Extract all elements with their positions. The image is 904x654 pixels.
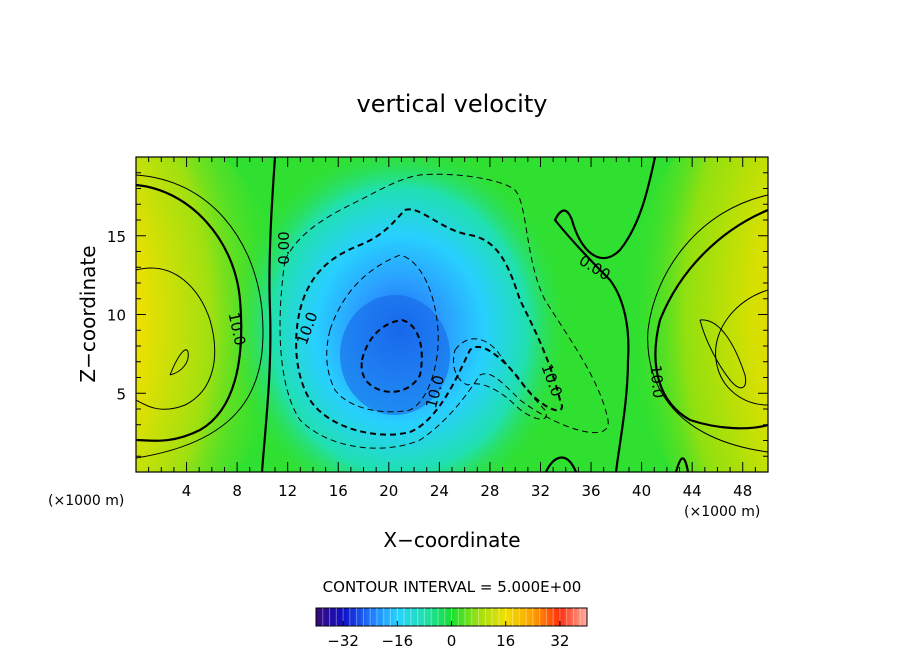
- x-axis-label: X−coordinate: [383, 528, 520, 552]
- x-tick-label: 4: [182, 482, 192, 500]
- colorbar-tick-label: 0: [447, 632, 457, 650]
- x-tick-label: 48: [733, 482, 752, 500]
- x-unit-right: (×1000 m): [684, 504, 760, 520]
- colorbar-tick-label: 16: [496, 632, 515, 650]
- x-tick-label: 28: [480, 482, 499, 500]
- contour-label: 0.00: [275, 231, 293, 264]
- x-tick-label: 8: [232, 482, 242, 500]
- x-unit-left: (×1000 m): [48, 493, 124, 509]
- colorbar-tick-label: −32: [327, 632, 359, 650]
- contour-interval-text: CONTOUR INTERVAL = 5.000E+00: [323, 578, 582, 596]
- colorbar-stripes: [322, 608, 581, 626]
- x-tick-labels: 4 8 12 16 20 24 28 32 36 40 44 48: [182, 482, 752, 500]
- x-tick-label: 40: [632, 482, 651, 500]
- x-tick-label: 44: [683, 482, 702, 500]
- colorbar-tick-labels: −32 −16 0 16 32: [327, 621, 569, 650]
- field-area: [136, 157, 768, 472]
- y-tick-labels: 5 10 15: [107, 228, 126, 404]
- axis-ticks: [135, 156, 769, 473]
- colorbar-tick-label: −16: [381, 632, 413, 650]
- x-tick-label: 32: [531, 482, 550, 500]
- y-tick-label: 5: [116, 385, 126, 403]
- colorbar-tick-label: 32: [550, 632, 569, 650]
- y-axis-label: Z−coordinate: [76, 245, 100, 382]
- dashed-contours: [279, 173, 609, 449]
- x-tick-label: 24: [430, 482, 449, 500]
- contour-label: 10.0: [647, 364, 668, 399]
- thin-contours: [136, 174, 768, 459]
- y-tick-label: 10: [107, 307, 126, 325]
- x-tick-label: 16: [329, 482, 348, 500]
- x-tick-label: 12: [278, 482, 297, 500]
- x-tick-label: 20: [379, 482, 398, 500]
- chart-title: vertical velocity: [357, 90, 548, 118]
- x-tick-label: 36: [581, 482, 600, 500]
- solid-contours: [136, 157, 768, 472]
- y-tick-label: 15: [107, 228, 126, 246]
